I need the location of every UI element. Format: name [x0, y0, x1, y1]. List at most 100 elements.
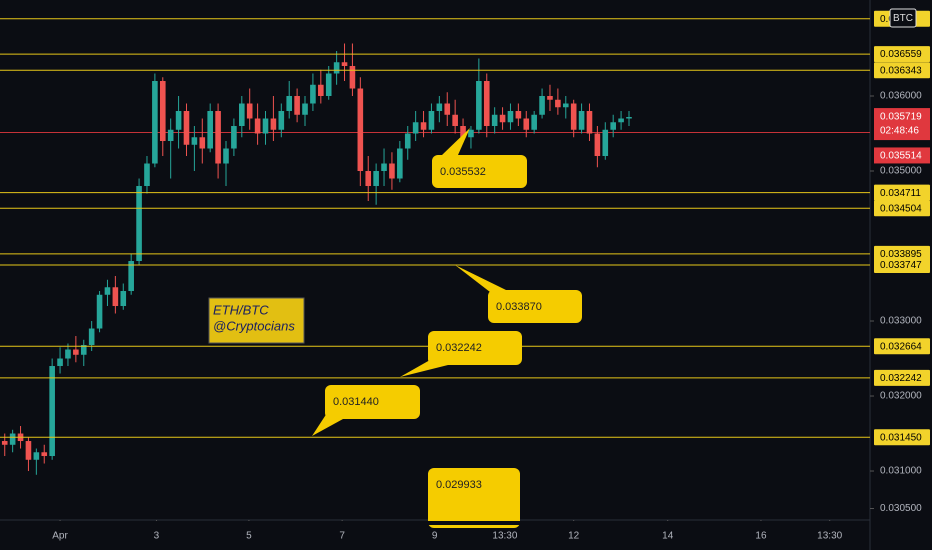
candle-body — [144, 163, 150, 187]
callout-text: 0.032242 — [436, 342, 482, 354]
candle-body — [41, 452, 48, 457]
x-tick-label: 12 — [568, 531, 580, 542]
candle-body — [128, 261, 134, 292]
callout-text: 0.035532 — [440, 166, 486, 178]
level-label-box — [874, 338, 930, 355]
candle-body — [404, 133, 411, 149]
level-label-box — [874, 62, 930, 79]
callout-box — [428, 331, 522, 365]
candle-body — [539, 96, 545, 115]
candle-body — [428, 111, 435, 130]
candle-body — [262, 118, 269, 134]
candle-body — [246, 103, 253, 119]
candle-body — [555, 99, 561, 108]
candle-body — [333, 62, 340, 74]
level-label: 0.032242 — [880, 373, 922, 384]
candle-body — [507, 111, 514, 123]
y-tick-label: 0.035000 — [880, 166, 922, 177]
candle-body — [104, 287, 111, 295]
marker-price-label: 0.035514 — [880, 151, 922, 162]
candle-body — [80, 345, 87, 355]
candle-body — [120, 291, 127, 307]
y-tick-label: 0.033000 — [880, 316, 922, 327]
candle-body — [570, 103, 577, 130]
x-tick-label: 13:30 — [817, 531, 842, 542]
candle-body — [254, 118, 261, 134]
candle-body — [373, 171, 379, 187]
candle-body — [483, 81, 490, 127]
level-label-box — [874, 184, 930, 201]
candle-body — [49, 366, 55, 457]
candle-body — [491, 114, 498, 127]
candle-body — [191, 137, 198, 145]
candle-body — [420, 122, 427, 130]
candle-body — [183, 111, 190, 145]
candle-body — [223, 148, 229, 164]
candle-body — [65, 349, 71, 359]
candle-body — [318, 84, 324, 97]
candle-body — [452, 114, 458, 127]
callout-box — [325, 385, 420, 419]
candle-body — [357, 88, 364, 172]
candle-body — [618, 118, 624, 123]
candle-body — [73, 349, 79, 355]
x-tick-label: Apr — [52, 531, 68, 542]
callout-pointer — [442, 128, 470, 155]
candle-body — [1, 441, 8, 445]
candle-body — [460, 126, 466, 138]
y-tick-label: 0.031000 — [880, 466, 922, 477]
level-label: 0.034711 — [880, 188, 921, 199]
level-label: 0.034504 — [880, 203, 922, 214]
candle-body — [175, 111, 182, 130]
callout-text: 0.029933 — [436, 479, 482, 491]
candle-body — [278, 111, 285, 130]
y-tick-label: 0.030500 — [880, 503, 922, 514]
symbol-badge: BTC — [893, 13, 913, 24]
candle-body — [25, 441, 32, 460]
level-label: 0.032664 — [880, 341, 922, 352]
level-label-box — [874, 429, 930, 446]
candle-body — [412, 122, 419, 134]
candle-body — [397, 148, 403, 179]
candle-body — [531, 114, 537, 130]
last-price-label: 0.035719 — [880, 112, 922, 123]
level-label: 0.031450 — [880, 432, 922, 443]
x-tick-label: 9 — [432, 531, 438, 542]
candle-body — [33, 452, 40, 460]
level-label-box — [874, 256, 930, 273]
x-tick-label: 3 — [154, 531, 160, 542]
candle-body — [626, 117, 632, 119]
y-tick-label: 0.032000 — [880, 391, 922, 402]
candle-body — [389, 163, 395, 179]
candle-body — [468, 129, 474, 138]
callout-box — [428, 468, 520, 528]
watermark-box — [208, 297, 305, 344]
callout-box — [488, 290, 582, 323]
candle-body — [602, 129, 609, 157]
callout-pointer — [455, 265, 506, 292]
level-label-box — [874, 200, 930, 217]
candle-body — [341, 62, 348, 67]
candle-body — [207, 111, 213, 149]
level-label-box — [874, 46, 930, 63]
candle-body — [57, 358, 63, 367]
callout-text: 0.033870 — [496, 301, 542, 313]
candle-body — [365, 171, 372, 187]
candle-body — [302, 103, 308, 115]
x-axis-area — [0, 521, 869, 525]
candle-body — [270, 118, 277, 130]
level-label: 0.036559 — [880, 49, 922, 60]
x-tick-label: 14 — [662, 531, 674, 542]
candle-body — [610, 122, 616, 130]
x-tick-label: 5 — [246, 531, 252, 542]
level-label: 0.033895 — [880, 249, 922, 260]
y-tick-label: 0.036000 — [880, 91, 922, 102]
candle-body — [499, 114, 506, 123]
candle-body — [136, 186, 142, 262]
candle-body — [547, 96, 553, 100]
candle-body — [523, 118, 530, 130]
candle-body — [286, 96, 293, 112]
